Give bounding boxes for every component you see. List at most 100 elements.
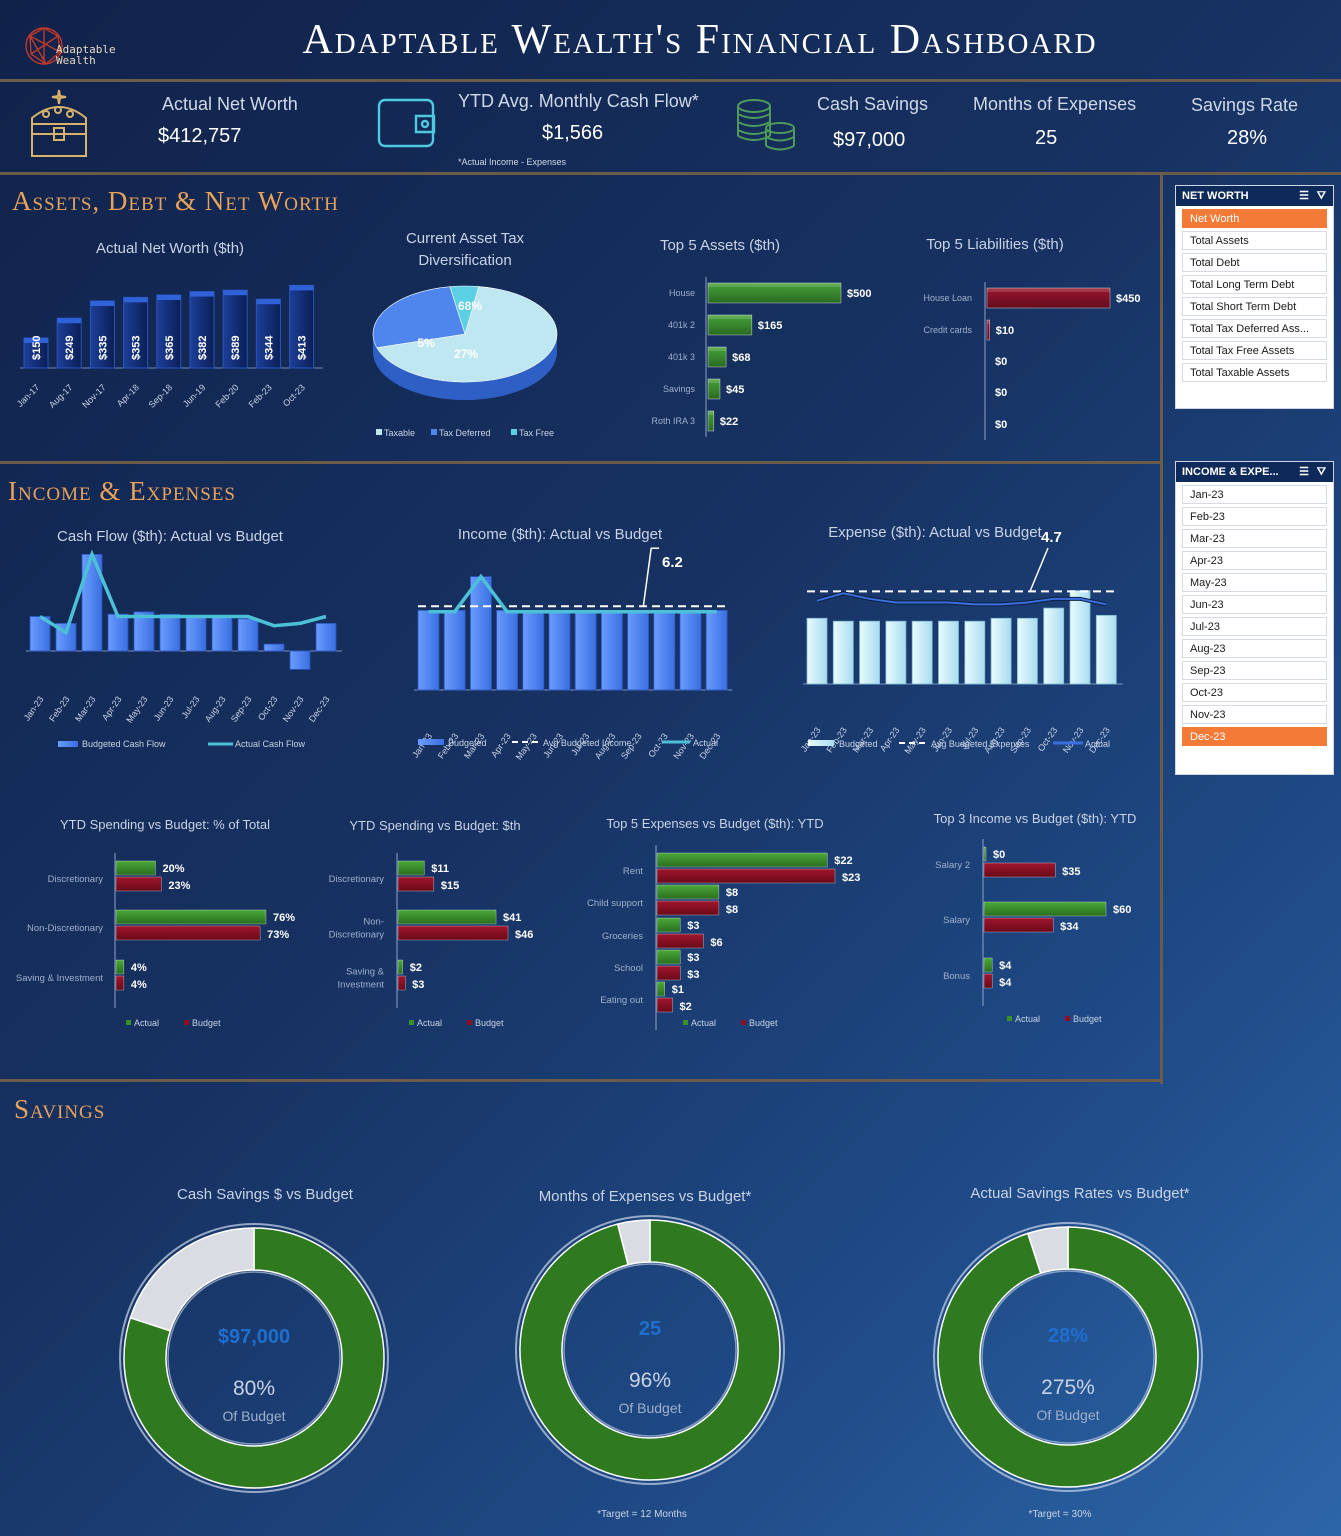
expense-bar — [964, 620, 986, 685]
multi-select-icon[interactable]: ☰ — [1299, 466, 1309, 478]
top-assets-bar-shine — [708, 347, 727, 351]
net-worth-bar-label: $249 — [64, 336, 76, 360]
donut-cash-center-value: $97,000 — [218, 1326, 290, 1348]
ytd-usd-actual-bar — [397, 909, 497, 925]
top-income-actual-label: $0 — [993, 849, 1005, 861]
slicer-income-expenses-item[interactable]: Nov-23 — [1182, 705, 1327, 724]
slicer-net-worth-item[interactable]: Net Worth — [1182, 209, 1327, 228]
income-bar — [469, 576, 492, 691]
top-expenses-category-label: Groceries — [602, 931, 643, 942]
cash-flow-tick-label: Dec-23 — [307, 694, 332, 724]
net-worth-bar-label: $413 — [297, 336, 309, 360]
ytd-pct-budget-bar — [115, 876, 162, 892]
chart-title-net-worth: Actual Net Worth ($th) — [95, 240, 245, 257]
top-expenses-budget-label: $8 — [726, 904, 738, 916]
asset-tax-pie-side — [373, 334, 557, 400]
net-worth-bar-label: $382 — [197, 336, 209, 360]
top-expenses-legend-label: Budget — [749, 1018, 778, 1028]
cash-flow-bar — [211, 616, 233, 652]
kpi-divider — [0, 172, 1341, 175]
chart-title-donut-months: Months of Expenses vs Budget* — [538, 1188, 752, 1205]
logo-text-2: Wealth — [56, 54, 96, 67]
expense-bar — [885, 620, 907, 685]
ytd-usd-actual-label: $11 — [431, 863, 449, 875]
ytd-usd-budget-bar — [397, 876, 435, 892]
net-worth-tick-label: Jan-17 — [15, 382, 42, 409]
multi-select-icon[interactable]: ☰ — [1299, 190, 1309, 202]
ytd-pct-actual-label: 76% — [273, 912, 295, 924]
cash-flow-tick-label: May-23 — [124, 694, 149, 724]
slicer-net-worth-item[interactable]: Total Debt — [1182, 253, 1327, 272]
cash-flow-bar — [237, 618, 259, 652]
donut-months-segment — [616, 1219, 651, 1266]
slicer-net-worth-item[interactable]: Total Tax Deferred Ass... — [1182, 319, 1327, 338]
asset-tax-legend-label: Taxable — [384, 428, 415, 438]
ytd-pct-actual-bar — [115, 909, 267, 925]
slicer-net-worth-header: NET WORTH ☰ ⛛ — [1176, 186, 1333, 206]
top-expenses-budget-bar — [656, 900, 720, 916]
slicer-income-expenses-item[interactable]: Sep-23 — [1182, 661, 1327, 680]
clear-filter-icon[interactable]: ⛛ — [1316, 466, 1326, 478]
slicer-income-expenses-item[interactable]: Feb-23 — [1182, 507, 1327, 526]
income-legend-label: Avg Budgeted Income — [543, 738, 631, 748]
slicer-income-expenses-item[interactable]: Mar-23 — [1182, 529, 1327, 548]
clear-filter-icon[interactable]: ⛛ — [1316, 190, 1326, 202]
slicer-net-worth: NET WORTH ☰ ⛛ Net Worth Total Assets Total… — [1175, 185, 1334, 409]
top-liabilities-value-label: $10 — [996, 325, 1014, 337]
net-worth-bar-top — [256, 299, 281, 305]
top-income-actual-bar — [983, 846, 987, 862]
cash-flow-tick-label: Oct-23 — [256, 694, 280, 722]
slicer-net-worth-item[interactable]: Total Long Term Debt — [1182, 275, 1327, 294]
net-worth-bar-label: $365 — [164, 336, 176, 360]
cash-flow-tick-label: Nov-23 — [281, 694, 306, 724]
top-income-category-label: Salary 2 — [935, 860, 970, 871]
expense-callout-leader — [1029, 547, 1049, 592]
donut-cash-center-sub: Of Budget — [222, 1408, 285, 1424]
asset-tax-pie-slice — [376, 286, 558, 383]
slicer-income-expenses-item[interactable]: Oct-23 — [1182, 683, 1327, 702]
cash-flow-actual-line — [39, 549, 327, 636]
net-worth-bar-top — [24, 338, 48, 343]
expense-bar — [832, 620, 854, 685]
ytd-usd-budget-bar — [397, 925, 509, 941]
donut-cash-segment — [123, 1227, 385, 1489]
top-liabilities-bar-shine — [987, 320, 990, 324]
slicer-income-expenses-item[interactable]: Jul-23 — [1182, 617, 1327, 636]
top-liabilities-category-label: House Loan — [923, 293, 972, 303]
slicer-net-worth-item[interactable]: Total Assets — [1182, 231, 1327, 250]
top-liabilities-bar — [986, 287, 1111, 309]
chart-title-cash-flow: Cash Flow ($th): Actual vs Budget — [57, 528, 283, 545]
cash-flow-bar — [315, 623, 337, 652]
expense-tick-label: Nov-23 — [1061, 725, 1086, 755]
top-assets-bar-shine — [708, 379, 720, 383]
slicer-income-expenses-item[interactable]: Apr-23 — [1182, 551, 1327, 570]
slicer-income-expenses-item[interactable]: Jan-23 — [1182, 485, 1327, 504]
ytd-usd-category-label: Discretionary — [329, 874, 385, 885]
slicer-net-worth-item[interactable]: Total Short Term Debt — [1182, 297, 1327, 316]
slicer-income-expenses-item[interactable]: Jun-23 — [1182, 595, 1327, 614]
expense-tick-label: Oct-23 — [1036, 725, 1060, 753]
slicer-income-expenses-item[interactable]: Aug-23 — [1182, 639, 1327, 658]
slicer-net-worth-item[interactable]: Total Taxable Assets — [1182, 363, 1327, 382]
top-income-legend-swatch — [1065, 1016, 1070, 1021]
net-worth-bar-label: $335 — [97, 336, 109, 360]
ytd-pct-actual-bar — [115, 959, 125, 975]
kpi-strip: Actual Net Worth $412,757 YTD Avg. Month… — [0, 82, 1341, 172]
top-expenses-actual-bar — [656, 981, 665, 997]
cash-flow-tick-label: Mar-23 — [73, 694, 98, 723]
slicer-net-worth-item[interactable]: Total Tax Free Assets — [1182, 341, 1327, 360]
kpi-months-label: Months of Expenses — [973, 94, 1137, 114]
top-assets-category-label: 401k 2 — [668, 320, 695, 330]
ytd-usd-category-label: Discretionary — [329, 930, 385, 941]
slicer-income-expenses-item[interactable]: May-23 — [1182, 573, 1327, 592]
ytd-usd-budget-label: $15 — [441, 880, 459, 892]
slicer-income-expenses-item[interactable]: Dec-23 — [1182, 727, 1327, 746]
income-bar — [522, 609, 545, 691]
cash-flow-bar — [289, 650, 311, 670]
net-worth-bar-top — [57, 318, 82, 324]
asset-tax-legend-label: Tax Deferred — [439, 428, 491, 438]
ytd-pct-actual-bar — [115, 860, 156, 876]
net-worth-bar — [222, 289, 248, 369]
chart-title-top-liabilities: Top 5 Liabilities ($th) — [926, 236, 1064, 253]
donut-months-center-pct: 96% — [629, 1369, 671, 1392]
